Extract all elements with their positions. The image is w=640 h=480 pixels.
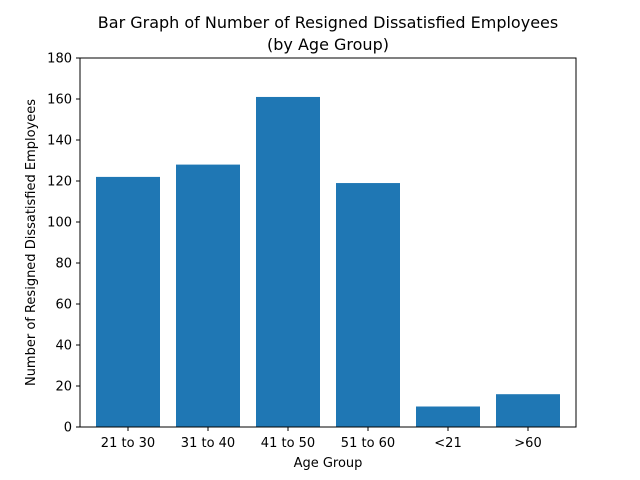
bars-group (96, 96, 560, 427)
x-axis-label: Age Group (294, 456, 363, 471)
x-tick-label-5: >60 (514, 436, 541, 451)
chart-title-line2: (by Age Group) (267, 35, 389, 54)
chart-title-line1: Bar Graph of Number of Resigned Dissatis… (98, 13, 558, 32)
x-tick-label-1: 31 to 40 (181, 436, 235, 451)
y-tick-label-8: 160 (47, 93, 72, 108)
bar-4 (416, 406, 480, 427)
y-tick-label-1: 20 (55, 380, 72, 395)
x-tick-label-2: 41 to 50 (261, 436, 315, 451)
y-tick-label-6: 120 (47, 175, 72, 190)
y-tick-label-0: 0 (64, 421, 72, 436)
x-tick-label-3: 51 to 60 (341, 436, 395, 451)
y-tick-label-4: 80 (55, 257, 72, 272)
y-axis-label: Number of Resigned Dissatisfied Employee… (24, 99, 39, 386)
x-tick-label-0: 21 to 30 (101, 436, 155, 451)
y-tick-label-5: 100 (47, 216, 72, 231)
bar-2 (256, 96, 320, 427)
y-axis-ticks: 0 20 40 60 80 100 120 140 160 180 (47, 52, 80, 436)
y-tick-label-7: 140 (47, 134, 72, 149)
bar-0 (96, 176, 160, 427)
y-tick-label-2: 40 (55, 339, 72, 354)
x-axis-ticks: 21 to 30 31 to 40 41 to 50 51 to 60 <21 >60 (101, 427, 542, 451)
bar-3 (336, 183, 400, 427)
bar-1 (176, 164, 240, 427)
x-tick-label-4: <21 (434, 436, 461, 451)
plot-frame (79, 57, 577, 428)
y-tick-label-9: 180 (47, 52, 72, 67)
bar-5 (496, 394, 560, 427)
y-tick-label-3: 60 (55, 298, 72, 313)
